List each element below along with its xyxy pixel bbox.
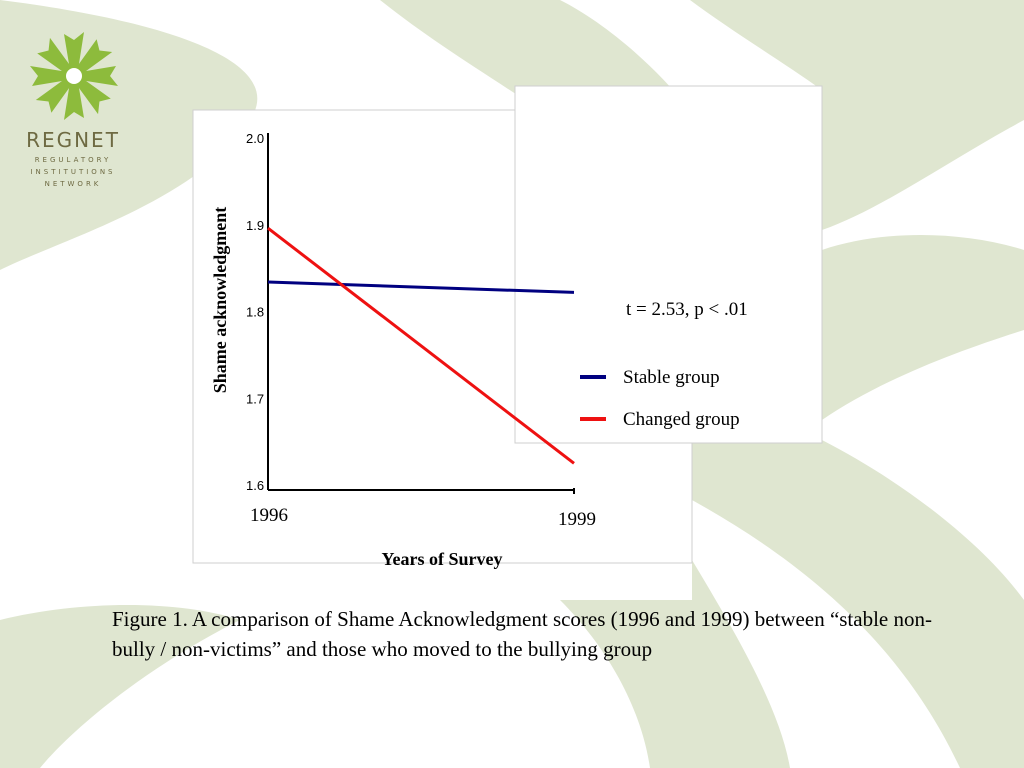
y-tick-label: 1.8 bbox=[246, 305, 264, 320]
petal-shape bbox=[690, 0, 1024, 230]
y-tick-label: 1.9 bbox=[246, 218, 264, 233]
logo-wordmark: REGNET bbox=[26, 128, 120, 152]
x-tick-label: 1999 bbox=[558, 509, 596, 530]
petal-shape bbox=[822, 235, 1024, 420]
petal-shape bbox=[0, 605, 240, 768]
logo-subtitle-line: REGULATORY bbox=[34, 156, 112, 164]
panel-join bbox=[516, 111, 691, 442]
petal-shape bbox=[380, 0, 690, 110]
series-line-changed-group bbox=[267, 227, 575, 465]
chart-annotation: t = 2.53, p < .01 bbox=[626, 299, 748, 320]
petal-shape bbox=[560, 560, 790, 768]
y-tick-label: 2.0 bbox=[246, 131, 264, 146]
petal-shape bbox=[692, 440, 1024, 768]
logo-subtitle-line: NETWORK bbox=[44, 180, 102, 188]
series-line-stable-group bbox=[267, 280, 575, 294]
y-tick-label: 1.6 bbox=[246, 478, 264, 493]
logo-subtitle-line: INSTITUTIONS bbox=[30, 168, 116, 176]
figure-caption: Figure 1. A comparison of Shame Acknowle… bbox=[112, 607, 932, 661]
legend-label: Changed group bbox=[623, 409, 740, 430]
x-tick-label: 1996 bbox=[250, 505, 288, 526]
y-axis-label: Shame acknowledgment bbox=[210, 207, 230, 394]
starburst-logo-icon bbox=[30, 32, 118, 120]
legend-label: Stable group bbox=[623, 367, 720, 388]
y-tick-label: 1.7 bbox=[246, 391, 264, 406]
regnet-logo: REGNET REGULATORY INSTITUTIONS NETWORK bbox=[18, 28, 128, 188]
x-axis-label: Years of Survey bbox=[382, 549, 503, 569]
